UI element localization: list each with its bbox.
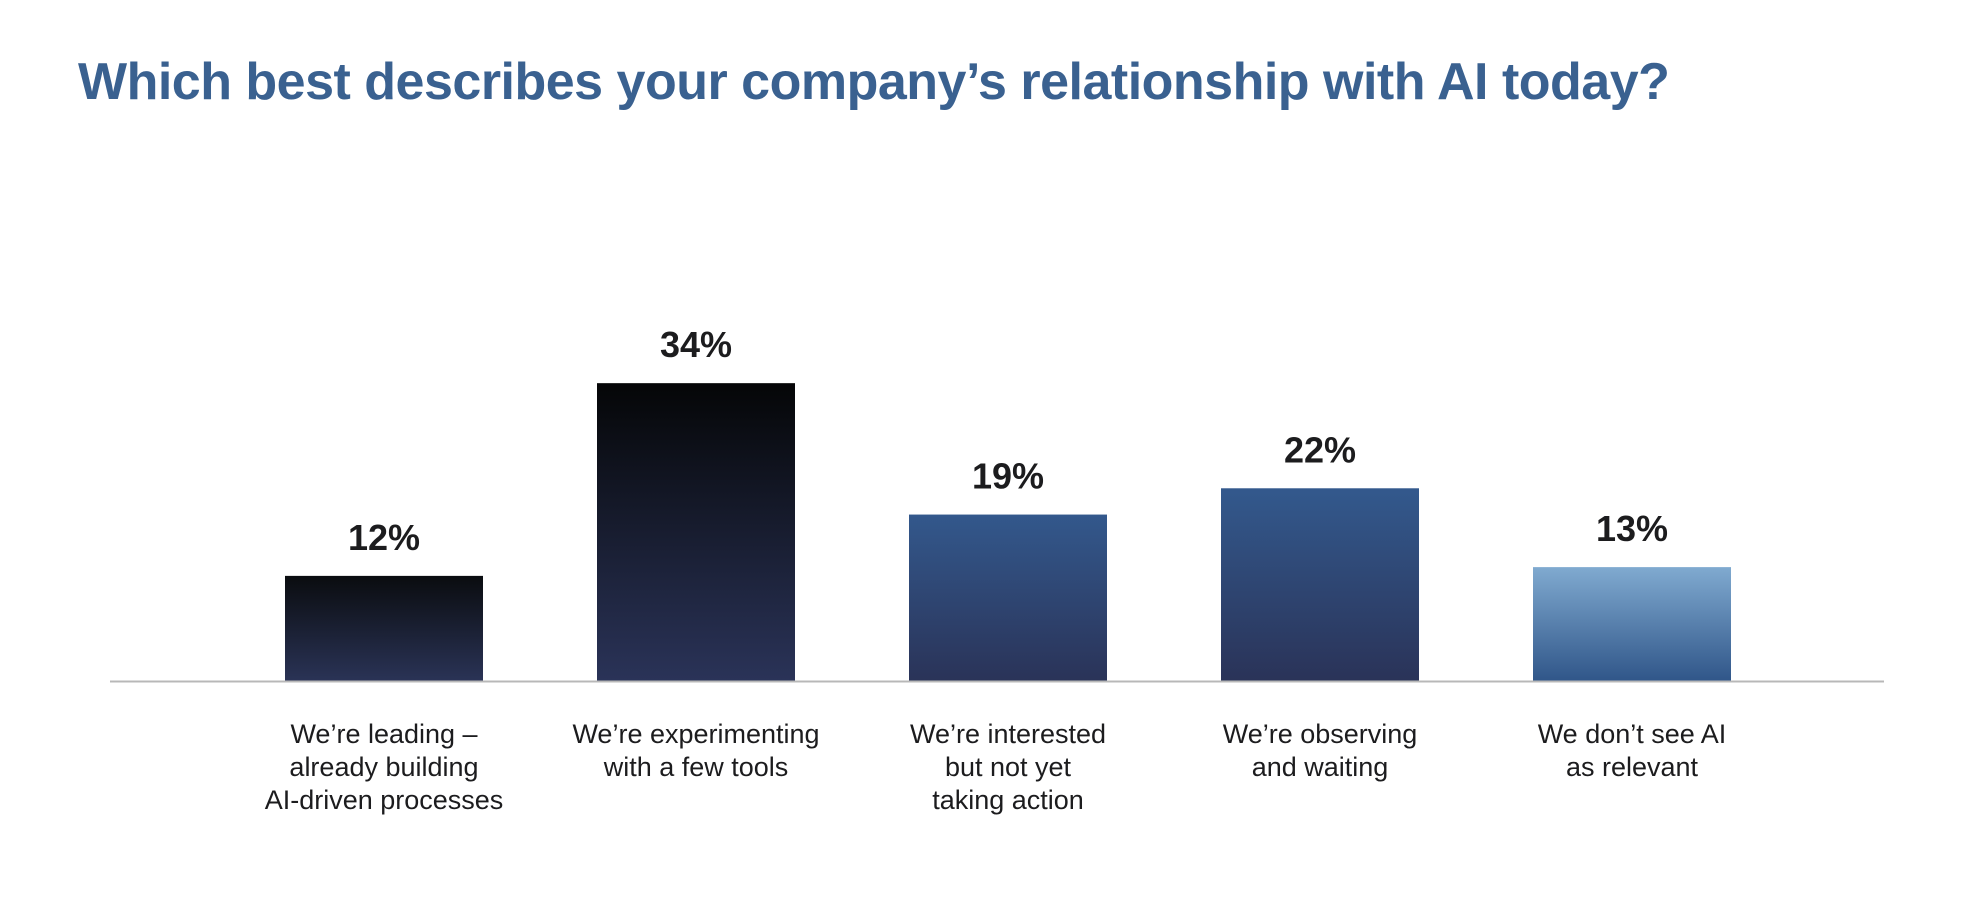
category-label-line: and waiting — [1252, 752, 1389, 782]
category-label-5: We don’t see AI as relevant — [1538, 719, 1727, 782]
labels-layer: 12% We’re leading – already building AI-dri… — [265, 324, 1727, 815]
bars-layer — [285, 383, 1731, 681]
value-label-3: 19% — [972, 456, 1044, 497]
category-label-1: We’re leading – already building AI-driven… — [265, 719, 504, 815]
category-label-2: We’re experimenting with a few tools — [572, 719, 819, 782]
bar-1 — [285, 575, 483, 681]
category-label-4: We’re observing and waiting — [1223, 719, 1418, 782]
value-label-4: 22% — [1284, 429, 1356, 470]
category-label-line: taking action — [932, 785, 1084, 815]
bar-5 — [1533, 567, 1731, 681]
bar-2 — [597, 383, 795, 681]
category-label-3: We’re interested but not yet taking action — [910, 719, 1106, 815]
category-label-line: with a few tools — [603, 752, 789, 782]
category-label-line: as relevant — [1566, 752, 1699, 782]
category-label-line: We don’t see AI — [1538, 719, 1727, 749]
chart-title: Which best describes your company’s rela… — [78, 53, 1670, 111]
bar-3 — [909, 514, 1107, 681]
value-label-1: 12% — [348, 517, 420, 558]
bar-4 — [1221, 488, 1419, 681]
category-label-line: AI-driven processes — [265, 785, 504, 815]
category-label-line: We’re experimenting — [572, 719, 819, 749]
value-label-2: 34% — [660, 324, 732, 365]
category-label-line: We’re observing — [1223, 719, 1418, 749]
value-label-5: 13% — [1596, 508, 1668, 549]
category-label-line: We’re leading – — [290, 719, 477, 749]
category-label-line: but not yet — [945, 752, 1072, 782]
category-label-line: already building — [289, 752, 478, 782]
category-label-line: We’re interested — [910, 719, 1106, 749]
